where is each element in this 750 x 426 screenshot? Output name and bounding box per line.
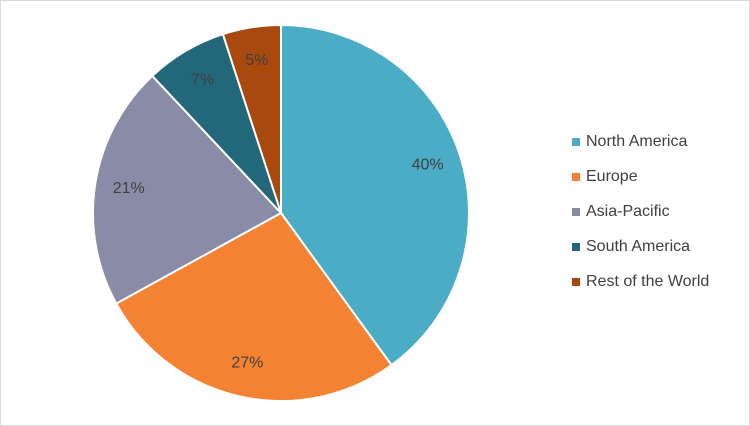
legend-swatch [572,208,580,216]
legend-label: Rest of the World [586,273,709,290]
legend: North America Europe Asia-Pacific South Ame… [572,133,709,290]
pie: 40% 27% 21% 7% 5% [92,23,470,402]
data-label: 5% [245,52,268,69]
pie-slice [114,211,393,402]
legend-label: Europe [586,168,638,185]
legend-label: South America [586,238,690,255]
legend-swatch [572,243,580,251]
legend-swatch [572,138,580,146]
pie-slice [221,23,282,214]
legend-label: North America [586,133,687,150]
legend-label: Asia-Pacific [586,203,670,220]
legend-swatch [572,173,580,181]
data-label: 21% [113,180,145,197]
data-label: 27% [231,355,263,372]
pie-slice [92,74,283,305]
data-label: 40% [412,157,444,174]
data-label: 7% [191,72,214,89]
legend-swatch [572,278,580,286]
pie-slice [280,23,470,367]
